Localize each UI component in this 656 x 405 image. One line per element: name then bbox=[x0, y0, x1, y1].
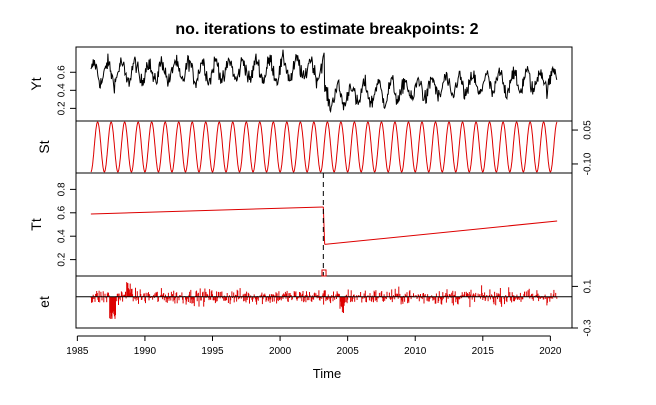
y-tick-label: 0.8 bbox=[57, 182, 68, 196]
x-tick-label: 2015 bbox=[472, 346, 495, 357]
x-tick-label: 2010 bbox=[404, 346, 427, 357]
y-tick-label: -0.10 bbox=[583, 152, 594, 175]
panel-st: 0.05 -0.10 St bbox=[36, 120, 594, 175]
chart-title: no. iterations to estimate breakpoints: … bbox=[175, 21, 478, 38]
x-tick-label: 1985 bbox=[66, 346, 89, 357]
y-tick-label: 0.4 bbox=[57, 83, 68, 97]
x-tick-label: 2020 bbox=[539, 346, 562, 357]
y-tick-label: 0.4 bbox=[57, 229, 68, 243]
y-axis-label: Tt bbox=[28, 218, 44, 231]
y-tick-label: -0.3 bbox=[583, 319, 594, 337]
y-tick-label: 0.6 bbox=[57, 205, 68, 219]
breakpoint-ci-box bbox=[321, 269, 327, 277]
trend-segment bbox=[324, 220, 558, 245]
y-tick-label: 0.1 bbox=[583, 279, 594, 293]
y-tick-label: 0.2 bbox=[57, 252, 68, 266]
yt-series-line bbox=[90, 49, 558, 114]
trend-segment bbox=[90, 206, 324, 215]
x-axis-label: Time bbox=[313, 366, 341, 381]
x-tick-label: 2005 bbox=[337, 346, 360, 357]
y-axis-label: Yt bbox=[28, 77, 44, 90]
y-axis-label: St bbox=[36, 140, 52, 153]
y-tick-label: 0.2 bbox=[57, 101, 68, 115]
y-tick-label: 0.05 bbox=[583, 120, 594, 140]
y-axis-label: et bbox=[36, 296, 52, 308]
panel-yt: 0.2 0.4 0.6 Yt bbox=[28, 46, 573, 122]
panel-tt: 0.2 0.4 0.6 0.8 Tt bbox=[28, 172, 573, 277]
x-tick-label: 2000 bbox=[269, 346, 292, 357]
y-tick-label: 0.6 bbox=[57, 65, 68, 79]
x-tick-label: 1990 bbox=[134, 346, 157, 357]
st-seasonal-line bbox=[90, 121, 558, 173]
x-tick-label: 1995 bbox=[201, 346, 224, 357]
panel-et: 0.1 -0.3 et bbox=[36, 275, 594, 337]
